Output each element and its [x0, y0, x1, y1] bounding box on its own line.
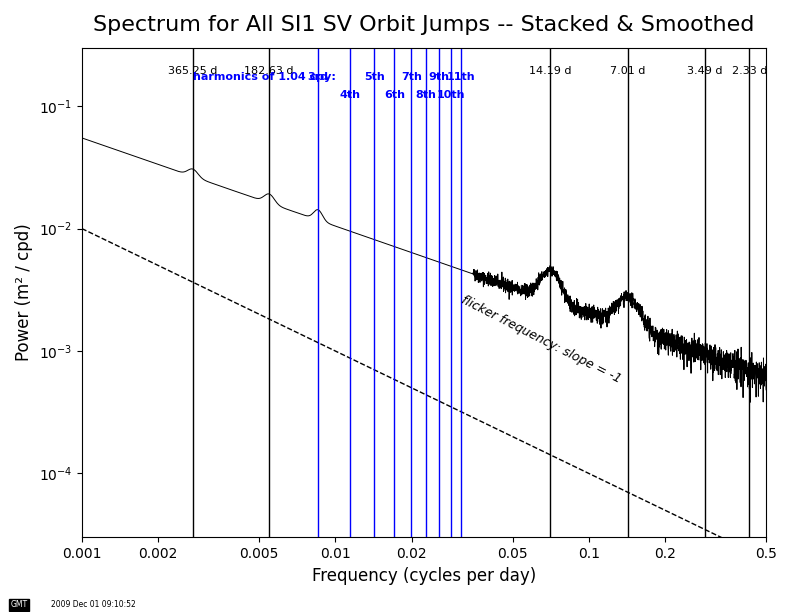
Text: harmonics of 1.04 cpy:: harmonics of 1.04 cpy: [193, 72, 336, 82]
Text: 3.49 d: 3.49 d [687, 66, 722, 76]
Text: 10th: 10th [436, 90, 465, 100]
Text: 7.01 d: 7.01 d [611, 66, 645, 76]
Text: 11th: 11th [447, 72, 475, 82]
X-axis label: Frequency (cycles per day): Frequency (cycles per day) [312, 567, 536, 584]
Text: 5th: 5th [364, 72, 385, 82]
Text: 8th: 8th [416, 90, 436, 100]
Title: Spectrum for All SI1 SV Orbit Jumps -- Stacked & Smoothed: Spectrum for All SI1 SV Orbit Jumps -- S… [93, 15, 755, 35]
Text: 2.33 d: 2.33 d [732, 66, 767, 76]
Text: 7th: 7th [401, 72, 421, 82]
Text: 182.63 d: 182.63 d [245, 66, 294, 76]
Text: 365.25 d: 365.25 d [168, 66, 218, 76]
Text: flicker frequency: slope = -1: flicker frequency: slope = -1 [459, 293, 623, 386]
Text: 9th: 9th [428, 72, 449, 82]
Text: 14.19 d: 14.19 d [529, 66, 572, 76]
Text: 2009 Dec 01 09:10:52: 2009 Dec 01 09:10:52 [51, 600, 136, 609]
Text: GMT: GMT [10, 600, 28, 609]
Y-axis label: Power (m² / cpd): Power (m² / cpd) [15, 224, 33, 362]
Text: 6th: 6th [384, 90, 405, 100]
Text: 3rd: 3rd [307, 72, 329, 82]
Text: 4th: 4th [339, 90, 360, 100]
